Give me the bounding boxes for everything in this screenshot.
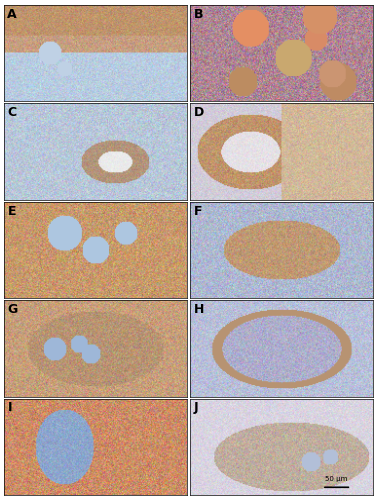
Text: B: B (194, 8, 204, 21)
Text: C: C (8, 106, 17, 120)
Text: I: I (8, 402, 12, 414)
Text: F: F (194, 204, 202, 218)
Text: A: A (8, 8, 17, 21)
Text: E: E (8, 204, 16, 218)
Text: D: D (194, 106, 204, 120)
Text: H: H (194, 303, 204, 316)
Text: J: J (194, 402, 199, 414)
Text: 50 µm: 50 µm (325, 476, 348, 482)
Text: G: G (8, 303, 18, 316)
